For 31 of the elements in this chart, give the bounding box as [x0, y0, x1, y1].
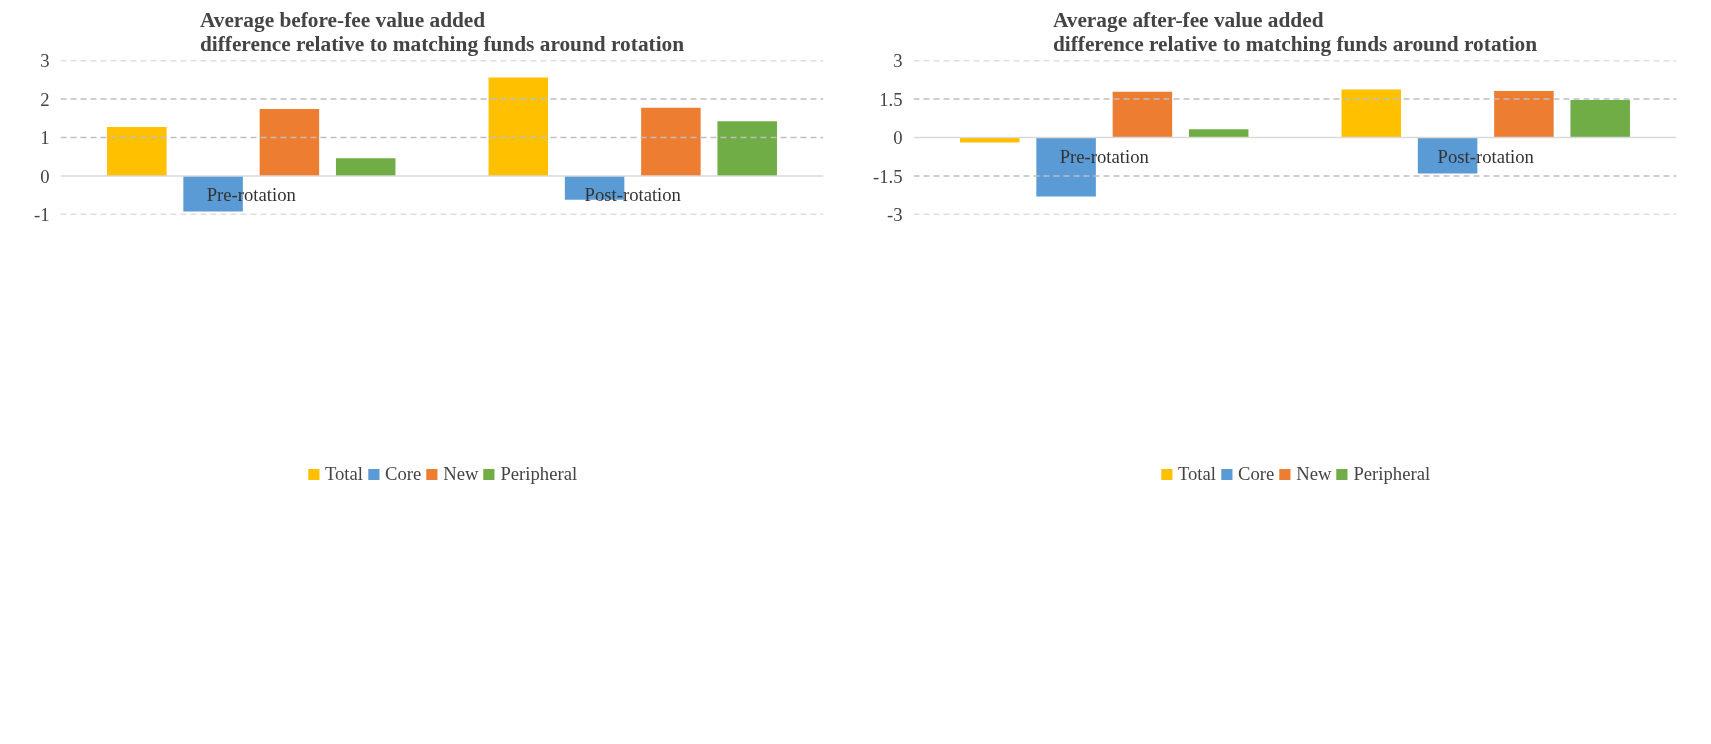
legend-label: Total: [1177, 463, 1216, 485]
bar: [717, 121, 777, 176]
legend-label: Total: [324, 463, 363, 485]
chart-title: Average before-fee value added difference relative to matching funds around rotation: [199, 7, 685, 56]
y-tick-label: 0: [893, 127, 903, 148]
legend-label: New: [443, 463, 479, 485]
y-tick-label: -3: [886, 204, 903, 225]
bar: [488, 77, 549, 176]
chart-title: Average after-fee value added difference relative to matching funds around rotation: [1052, 7, 1538, 56]
legend-label: Core: [1237, 463, 1275, 485]
bar: [1112, 91, 1173, 138]
bar: [1570, 100, 1630, 138]
y-tick-label: 2: [40, 88, 50, 110]
legend-label: Peripheral: [1353, 463, 1431, 485]
legend-label: New: [1296, 463, 1332, 485]
bar: [107, 127, 167, 176]
legend-label: Peripheral: [500, 463, 578, 485]
y-tick-label: 3: [40, 50, 50, 71]
y-tick-label: 0: [40, 165, 50, 187]
y-tick-label: 3: [893, 50, 903, 71]
y-tick-label: -1: [33, 204, 50, 225]
bar: [259, 109, 320, 176]
y-tick-label: 1: [40, 127, 50, 148]
bar: [641, 107, 701, 176]
bar: [1188, 129, 1249, 138]
y-tick-label: 1.5: [879, 88, 903, 110]
bar: [1341, 89, 1402, 138]
bar: [335, 158, 396, 176]
legend-label: Core: [384, 463, 422, 485]
y-tick-label: -1.5: [872, 165, 903, 187]
bar: [1494, 91, 1554, 138]
